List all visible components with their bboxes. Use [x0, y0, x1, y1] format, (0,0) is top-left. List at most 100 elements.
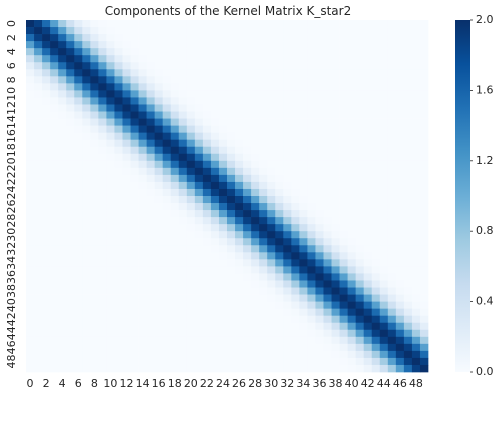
heatmap-cell — [227, 224, 236, 232]
heatmap-cell — [154, 160, 164, 169]
heatmap-cell — [307, 308, 316, 317]
heatmap-cell — [331, 336, 340, 345]
heatmap-cell — [98, 266, 107, 274]
heatmap-cell — [371, 336, 381, 345]
heatmap-cell — [307, 287, 316, 295]
heatmap-cell — [379, 301, 389, 309]
heatmap-cell — [26, 238, 35, 246]
heatmap-cell — [347, 62, 356, 70]
heatmap-cell — [178, 111, 188, 119]
heatmap-cell — [299, 217, 308, 225]
heatmap-cell — [283, 273, 292, 281]
heatmap-cell — [98, 83, 107, 91]
heatmap-cell — [227, 217, 236, 225]
heatmap-cell — [347, 336, 356, 345]
heatmap-cell — [50, 62, 59, 70]
heatmap-cell — [34, 336, 43, 345]
heatmap-cell — [355, 104, 365, 112]
heatmap-cell — [299, 167, 308, 176]
heatmap-cell — [395, 273, 405, 281]
heatmap-cell — [154, 203, 164, 211]
heatmap-cell — [291, 27, 300, 35]
heatmap-cell — [202, 280, 212, 288]
heatmap-cell — [90, 315, 99, 324]
heatmap-cell — [202, 41, 212, 49]
heatmap-cell — [42, 104, 51, 112]
heatmap-cell — [210, 308, 220, 317]
heatmap-cell — [114, 350, 123, 359]
heatmap-cell — [339, 188, 348, 197]
heatmap-cell — [363, 315, 373, 324]
heatmap-cell — [170, 34, 180, 42]
heatmap-cell — [186, 294, 196, 302]
heatmap-cell — [371, 76, 381, 84]
heatmap-cell — [371, 167, 381, 176]
heatmap-cell — [379, 322, 389, 331]
heatmap-cell — [130, 350, 139, 359]
heatmap-cell — [122, 48, 131, 56]
heatmap-cell — [50, 308, 59, 317]
heatmap-cell — [283, 146, 292, 155]
heatmap-cell — [363, 231, 373, 239]
heatmap-cell — [138, 259, 147, 267]
heatmap-cell — [395, 104, 405, 112]
heatmap-cell — [403, 97, 413, 105]
heatmap-cell — [251, 118, 260, 126]
heatmap-cell — [227, 308, 236, 317]
heatmap-cell — [355, 188, 365, 197]
heatmap-cell — [34, 224, 43, 232]
heatmap-cell — [162, 280, 172, 288]
heatmap-cell — [74, 252, 83, 260]
heatmap-cell — [178, 146, 188, 155]
heatmap-cell — [42, 238, 51, 246]
heatmap-cell — [235, 139, 244, 148]
heatmap-cell — [90, 118, 99, 126]
heatmap-cell — [162, 196, 172, 204]
heatmap-cell — [194, 315, 204, 324]
x-tick-label: 38 — [329, 377, 343, 390]
heatmap-cell — [98, 364, 107, 373]
heatmap-cell — [315, 203, 324, 211]
heatmap-cell — [114, 27, 123, 35]
heatmap-cell — [186, 259, 196, 267]
heatmap-cell — [347, 280, 356, 288]
heatmap-cell — [299, 153, 308, 162]
heatmap-cell — [122, 76, 131, 84]
heatmap-cell — [202, 210, 212, 218]
heatmap-cell — [291, 273, 300, 281]
heatmap-cell — [154, 146, 164, 155]
heatmap-cell — [275, 125, 284, 133]
heatmap-cell — [50, 83, 59, 91]
heatmap-cell — [307, 97, 316, 105]
heatmap-cell — [50, 160, 59, 169]
heatmap-cell — [347, 181, 356, 190]
heatmap-cell — [162, 83, 172, 91]
heatmap-cell — [299, 245, 308, 253]
heatmap-cell — [210, 350, 220, 359]
heatmap-cell — [339, 139, 348, 148]
heatmap-cell — [299, 174, 308, 183]
heatmap-cell — [50, 181, 59, 190]
colorbar-tick-label: 0.4 — [476, 295, 494, 308]
heatmap-cell — [66, 343, 75, 352]
heatmap-cell — [210, 118, 220, 126]
heatmap-cell — [26, 259, 35, 267]
heatmap-cell — [315, 357, 324, 366]
heatmap-cell — [331, 132, 340, 141]
heatmap-cell — [50, 188, 59, 197]
heatmap-cell — [74, 273, 83, 281]
heatmap-cell — [227, 287, 236, 295]
heatmap-cell — [299, 83, 308, 91]
heatmap-cell — [154, 118, 164, 126]
heatmap-cell — [138, 41, 147, 49]
heatmap-cell — [82, 83, 91, 91]
heatmap-cell — [395, 231, 405, 239]
heatmap-cell — [66, 90, 75, 98]
heatmap-cell — [122, 364, 131, 373]
heatmap-cell — [387, 224, 397, 232]
heatmap-cell — [235, 20, 244, 28]
heatmap-cell — [66, 181, 75, 190]
heatmap-cell — [267, 217, 276, 225]
heatmap-cell — [82, 104, 91, 112]
heatmap-cell — [283, 245, 292, 253]
